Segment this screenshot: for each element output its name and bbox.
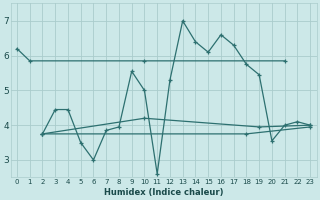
- X-axis label: Humidex (Indice chaleur): Humidex (Indice chaleur): [104, 188, 223, 197]
